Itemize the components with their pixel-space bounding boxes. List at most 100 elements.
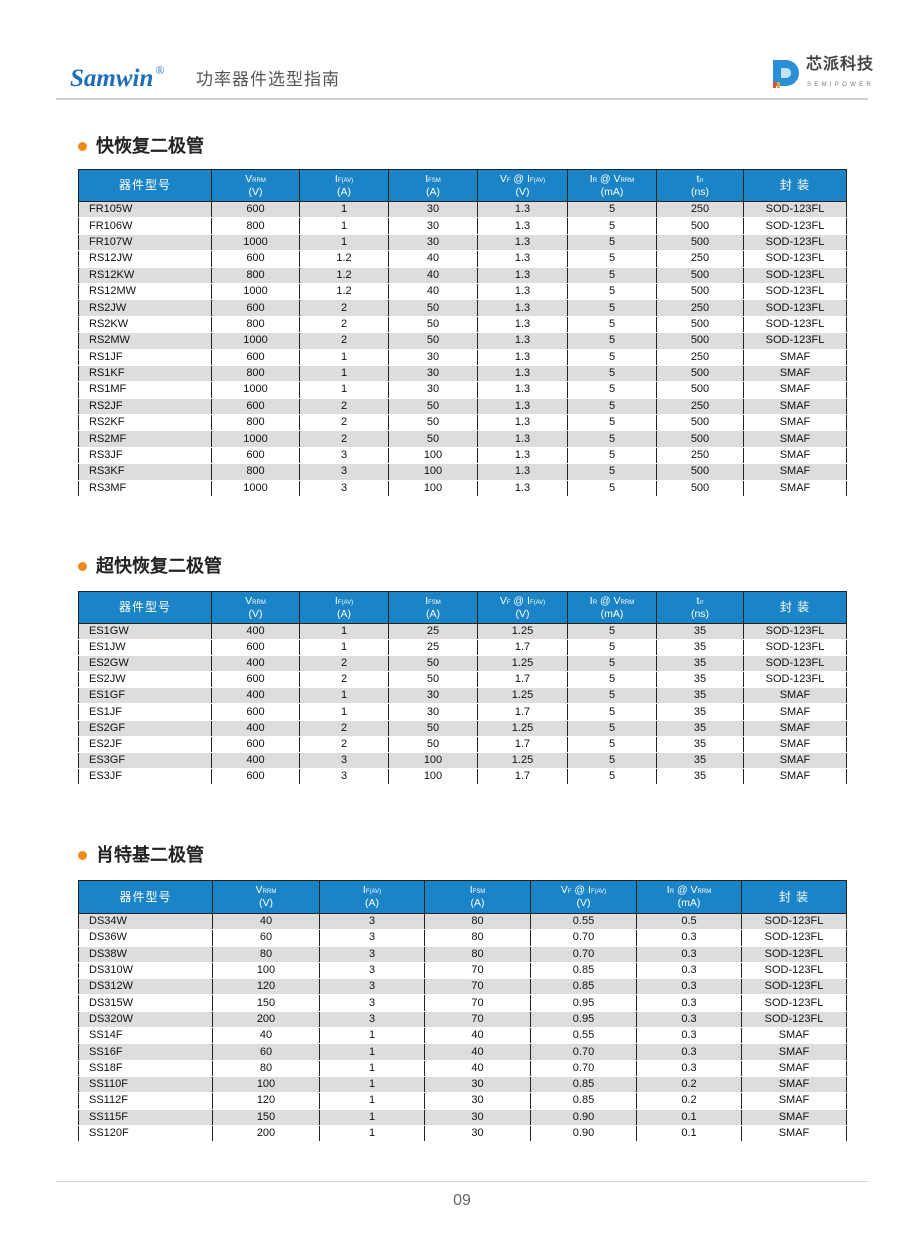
subscript: F(AV) bbox=[590, 889, 607, 895]
table-row: SS115F 150 1 30 0.90 0.1 SMAF bbox=[78, 1109, 847, 1126]
logo-english-name: SEMIPOWER bbox=[807, 82, 875, 88]
column-header-symbol: IR @ VRRM bbox=[569, 173, 656, 186]
table-cell: 250 bbox=[656, 299, 744, 317]
table-cell: 600 bbox=[211, 398, 300, 416]
table-cell: 500 bbox=[656, 463, 744, 481]
table-cell: 50 bbox=[388, 720, 478, 737]
table-cell: 1000 bbox=[211, 381, 300, 399]
table-cell: 0.3 bbox=[636, 1043, 742, 1061]
table-cell: 3 bbox=[319, 1011, 425, 1029]
symbol: @ I bbox=[571, 884, 591, 896]
column-header-symbol: IFSM bbox=[426, 884, 530, 897]
samwin-logo: Samwin ® bbox=[70, 64, 165, 94]
table-cell: 5 bbox=[567, 703, 657, 721]
table-cell: 1.3 bbox=[477, 447, 568, 465]
table-cell: 100 bbox=[388, 480, 478, 498]
table-row: RS2JW 600 2 50 1.3 5 250 SOD-123FL bbox=[78, 299, 847, 317]
table-cell: 500 bbox=[656, 332, 744, 350]
table-cell: 5 bbox=[567, 655, 657, 673]
table-cell: SOD-123FL bbox=[741, 946, 847, 963]
table-cell: 30 bbox=[388, 217, 478, 235]
table-cell: 2 bbox=[299, 720, 389, 737]
table-cell: 5 bbox=[567, 201, 657, 219]
subscript: rr bbox=[699, 599, 704, 606]
table-cell: SOD-123FL bbox=[743, 283, 847, 301]
part-number-cell: ES2JF bbox=[78, 736, 212, 753]
subscript: R bbox=[669, 889, 675, 895]
subscript: F(AV) bbox=[365, 889, 382, 895]
table-cell: 0.3 bbox=[636, 962, 742, 980]
table-row: RS2MF 1000 2 50 1.3 5 500 SMAF bbox=[78, 430, 847, 448]
part-number-cell: RS3JF bbox=[78, 447, 212, 465]
table-row: SS110F 100 1 30 0.85 0.2 SMAF bbox=[78, 1076, 847, 1094]
column-header-symbol: VRRM bbox=[213, 595, 299, 608]
table-cell: 1.3 bbox=[477, 398, 568, 416]
table-row: ES1JW 600 1 25 1.7 5 35 SOD-123FL bbox=[78, 639, 847, 657]
table-cell: 5 bbox=[567, 687, 657, 705]
table-cell: 1.7 bbox=[477, 703, 568, 721]
table-cell: 5 bbox=[567, 463, 657, 481]
column-header-unit: (A) bbox=[470, 897, 485, 909]
table-cell: 50 bbox=[388, 736, 478, 753]
table-cell: SOD-123FL bbox=[741, 994, 847, 1012]
column-header-symbol: VF @ IF(AV) bbox=[532, 884, 636, 897]
table-cell: 40 bbox=[424, 1060, 531, 1077]
table-cell: 150 bbox=[212, 994, 320, 1012]
table-cell: 5 bbox=[567, 623, 657, 641]
part-number-cell: RS2MF bbox=[78, 430, 212, 448]
part-number-cell: ES1JW bbox=[78, 639, 212, 657]
table-cell: 2 bbox=[299, 414, 389, 432]
registered-mark: ® bbox=[155, 63, 165, 77]
part-number-cell: SS120F bbox=[78, 1125, 213, 1143]
table-cell: 0.3 bbox=[636, 929, 742, 947]
table-cell: 1000 bbox=[211, 234, 300, 252]
table-cell: 50 bbox=[388, 671, 478, 689]
table-cell: 35 bbox=[656, 655, 744, 673]
header-row: 器件型号 VRRM (V) IF(AV) (A) IFSM (A) VF @ IF(AV) (V… bbox=[78, 591, 847, 624]
table-cell: 600 bbox=[211, 768, 300, 785]
table-cell: 1.3 bbox=[477, 381, 568, 399]
column-header: VF @ IF(AV) (V) bbox=[477, 591, 568, 624]
table-cell: 1.2 bbox=[299, 283, 389, 301]
table-cell: 5 bbox=[567, 639, 657, 657]
table-cell: 600 bbox=[211, 671, 300, 689]
table-cell: 1 bbox=[299, 365, 389, 383]
table-cell: 50 bbox=[388, 430, 478, 448]
column-header-unit: (V) bbox=[515, 185, 530, 198]
part-number-cell: RS1MF bbox=[78, 381, 212, 399]
table-cell: 3 bbox=[299, 480, 389, 498]
column-header: IR @ VRRM (mA) bbox=[567, 591, 657, 624]
part-number-cell: RS2MW bbox=[78, 332, 212, 350]
table-row: ES1JF 600 1 30 1.7 5 35 SMAF bbox=[78, 703, 847, 721]
table-row: SS112F 120 1 30 0.85 0.2 SMAF bbox=[78, 1092, 847, 1110]
table-cell: 250 bbox=[656, 201, 744, 219]
table-cell: 40 bbox=[212, 913, 320, 931]
column-header: 封 装 bbox=[741, 880, 847, 914]
table-cell: 1000 bbox=[211, 480, 300, 498]
table-cell: SOD-123FL bbox=[743, 316, 847, 334]
table-cell: 1.3 bbox=[477, 201, 568, 219]
column-header-unit: (mA) bbox=[677, 897, 701, 909]
table-cell: 0.95 bbox=[530, 1011, 637, 1029]
table-cell: SMAF bbox=[743, 430, 847, 448]
table-cell: 0.3 bbox=[636, 946, 742, 963]
part-number-cell: RS3MF bbox=[78, 480, 212, 498]
table-cell: 250 bbox=[656, 398, 744, 416]
table-row: DS315W 150 3 70 0.95 0.3 SOD-123FL bbox=[78, 994, 847, 1012]
table-row: DS320W 200 3 70 0.95 0.3 SOD-123FL bbox=[78, 1011, 847, 1029]
table-cell: SOD-123FL bbox=[743, 655, 847, 673]
table-cell: 250 bbox=[656, 447, 744, 465]
subscript: F(AV) bbox=[529, 177, 546, 184]
table-cell: 0.90 bbox=[530, 1109, 637, 1126]
column-header-symbol: IFSM bbox=[390, 595, 477, 608]
table-cell: 30 bbox=[424, 1109, 531, 1126]
table-cell: 0.70 bbox=[530, 946, 637, 963]
table-cell: SMAF bbox=[743, 480, 847, 498]
table-cell: 500 bbox=[656, 414, 744, 432]
bullet-icon bbox=[78, 850, 87, 860]
symbol: I bbox=[362, 884, 366, 896]
column-header-symbol: VF @ IF(AV) bbox=[479, 595, 567, 608]
table-cell: SOD-123FL bbox=[741, 962, 847, 980]
table-cell: 250 bbox=[656, 250, 744, 268]
symbol: I bbox=[334, 594, 338, 607]
